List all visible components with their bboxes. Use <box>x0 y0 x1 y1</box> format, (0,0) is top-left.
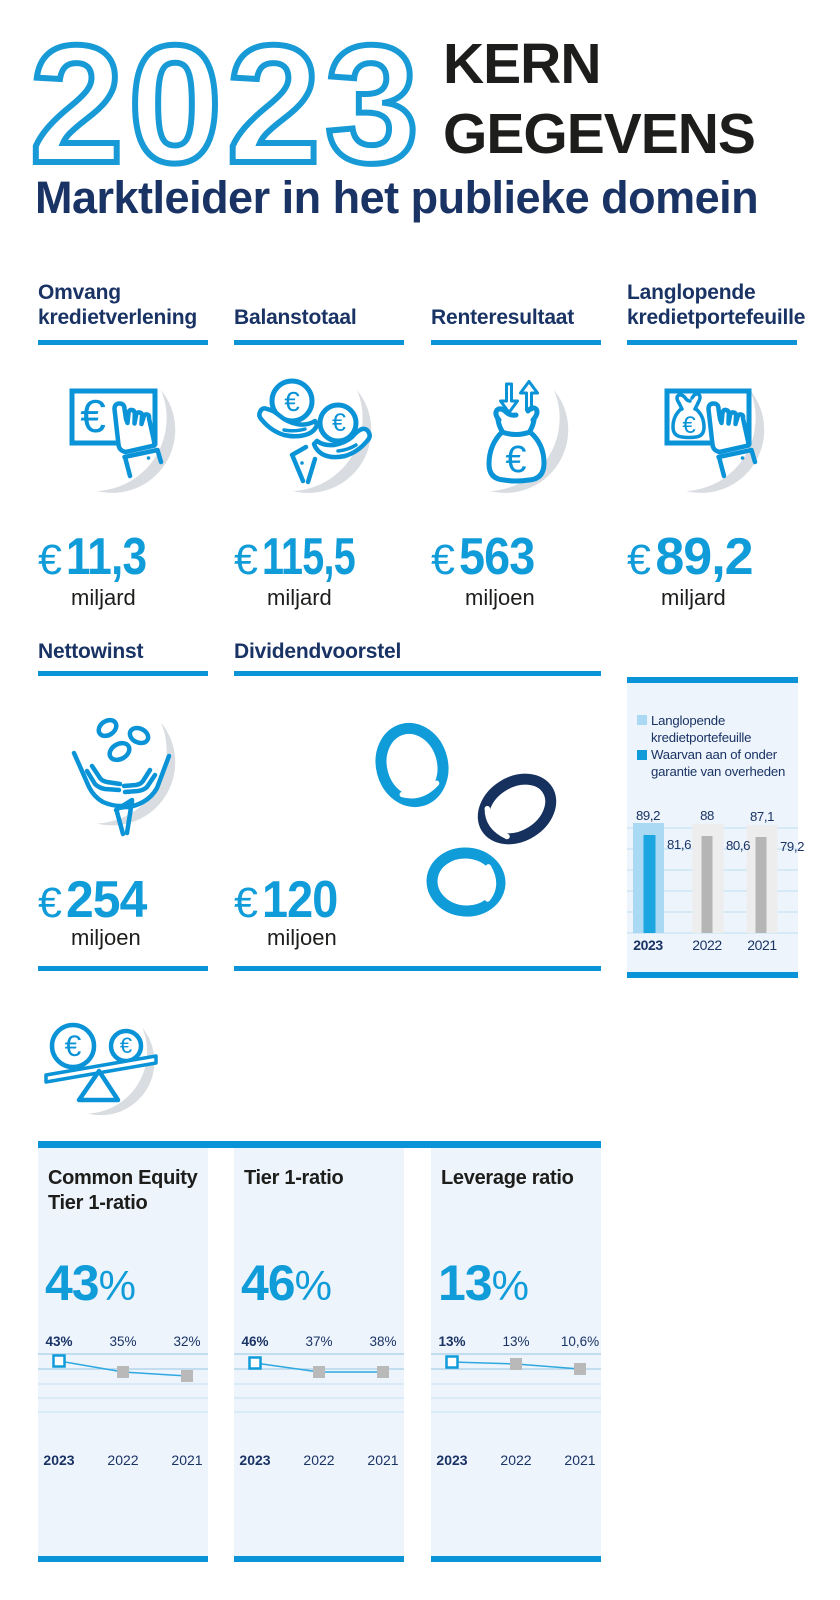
svg-text:€: € <box>120 1033 132 1058</box>
svg-text:garantie van overheden: garantie van overheden <box>651 764 785 779</box>
svg-text:2023: 2023 <box>436 1452 467 1468</box>
svg-text:Langlopende: Langlopende <box>651 713 725 728</box>
svg-text:Waarvan aan of onder: Waarvan aan of onder <box>651 747 778 762</box>
svg-text:46%: 46% <box>241 1334 268 1349</box>
svg-text:2022: 2022 <box>692 937 722 953</box>
svg-text:2022: 2022 <box>500 1452 531 1468</box>
svg-text:35%: 35% <box>109 1334 136 1349</box>
svg-text:€: € <box>332 409 346 437</box>
svg-text:2022: 2022 <box>303 1452 334 1468</box>
svg-text:€: € <box>65 1030 82 1063</box>
svg-text:kredietportefeuille: kredietportefeuille <box>651 730 751 745</box>
svg-text:89,2: 89,2 <box>636 808 660 823</box>
svg-text:88: 88 <box>700 808 714 823</box>
svg-text:43%: 43% <box>45 1334 72 1349</box>
svg-text:87,1: 87,1 <box>750 809 774 824</box>
svg-text:2021: 2021 <box>747 937 777 953</box>
svg-text:80,6: 80,6 <box>726 838 750 853</box>
svg-text:2021: 2021 <box>171 1452 202 1468</box>
svg-text:€: € <box>682 412 696 439</box>
svg-text:2022: 2022 <box>107 1452 138 1468</box>
svg-text:2023: 2023 <box>239 1452 270 1468</box>
svg-text:13%: 13% <box>502 1334 529 1349</box>
svg-text:79,2: 79,2 <box>780 839 804 854</box>
svg-text:2021: 2021 <box>367 1452 398 1468</box>
svg-text:81,6: 81,6 <box>667 837 691 852</box>
svg-text:€: € <box>80 390 106 442</box>
svg-text:38%: 38% <box>369 1334 396 1349</box>
svg-text:13%: 13% <box>438 1334 465 1349</box>
svg-text:32%: 32% <box>173 1334 200 1349</box>
svg-text:2021: 2021 <box>564 1452 595 1468</box>
svg-text:37%: 37% <box>305 1334 332 1349</box>
svg-text:10,6%: 10,6% <box>561 1334 599 1349</box>
svg-text:€: € <box>505 439 526 481</box>
svg-text:€: € <box>284 386 300 417</box>
svg-text:2023: 2023 <box>633 937 663 953</box>
svg-text:2023: 2023 <box>43 1452 74 1468</box>
